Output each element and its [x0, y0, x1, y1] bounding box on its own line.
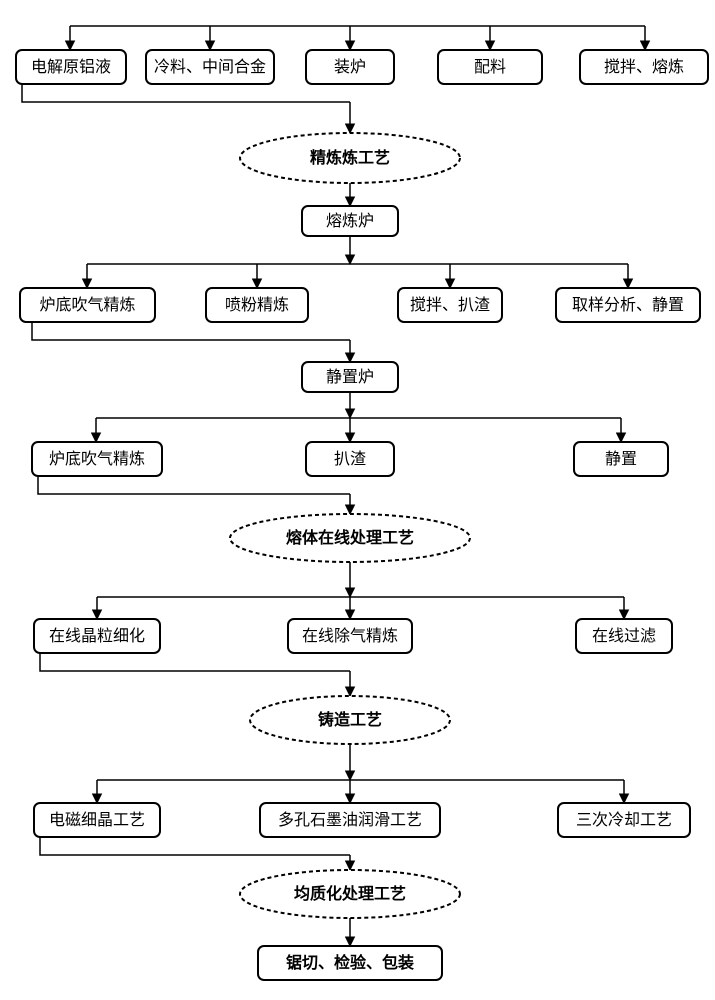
oval-homog-label: 均质化处理工艺: [294, 884, 406, 903]
row5-box-1-label: 多孔石墨油润滑工艺: [278, 811, 422, 829]
row1-box-3-label: 配料: [474, 58, 506, 76]
oval-casting-label: 铸造工艺: [318, 710, 382, 729]
row5-box-2-label: 三次冷却工艺: [576, 811, 672, 829]
oval-refining-label: 精炼炼工艺: [310, 148, 390, 167]
stub-2: [32, 322, 350, 340]
stub-3: [38, 476, 350, 494]
stub-5: [40, 837, 350, 855]
row4-box-1-label: 在线除气精炼: [302, 627, 398, 645]
row3-box-2-label: 静置: [605, 450, 637, 468]
final-box-label: 锯切、检验、包装: [286, 953, 414, 972]
row2-box-2-label: 搅拌、扒渣: [410, 296, 490, 314]
row1-box-4-label: 搅拌、熔炼: [604, 58, 684, 76]
row4-box-0-label: 在线晶粒细化: [49, 627, 145, 645]
stub-1: [22, 84, 350, 102]
row1-box-0-label: 电解原铝液: [31, 58, 111, 76]
oval-online-label: 熔体在线处理工艺: [286, 528, 414, 547]
row1-box-1-label: 冷料、中间合金: [154, 58, 266, 76]
row3-box-1-label: 扒渣: [334, 450, 366, 468]
row5-box-0-label: 电磁细晶工艺: [49, 811, 145, 829]
row3-box-0-label: 炉底吹气精炼: [49, 450, 145, 468]
stub-4: [40, 653, 350, 671]
row4-box-2-label: 在线过滤: [592, 627, 656, 645]
row2-box-0-label: 炉底吹气精炼: [39, 296, 135, 314]
row2-box-1-label: 喷粉精炼: [225, 296, 289, 314]
melting-furnace-label: 熔炼炉: [326, 212, 374, 230]
row2-box-3-label: 取样分析、静置: [572, 296, 684, 314]
row1-box-2-label: 装炉: [334, 58, 366, 76]
holding-furnace-label: 静置炉: [326, 368, 374, 386]
